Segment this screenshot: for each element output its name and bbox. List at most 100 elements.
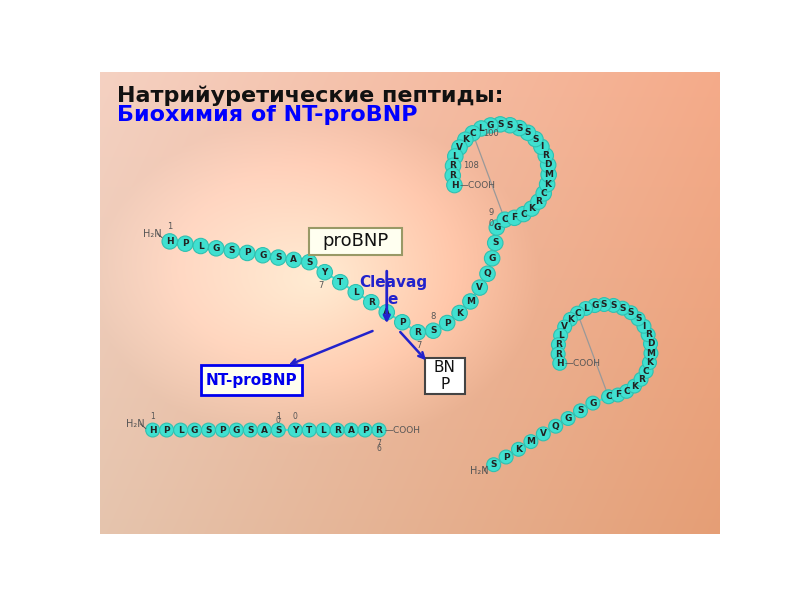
Text: 100: 100	[482, 129, 498, 138]
Circle shape	[549, 419, 562, 433]
Text: S: S	[490, 460, 497, 469]
Text: P: P	[444, 319, 450, 328]
Circle shape	[363, 295, 379, 310]
Text: Биохимия of NT-proBNP: Биохимия of NT-proBNP	[117, 105, 418, 125]
Text: R: R	[450, 161, 457, 170]
Text: M: M	[646, 349, 655, 358]
Circle shape	[627, 379, 642, 393]
Text: H: H	[149, 425, 157, 434]
Text: 7: 7	[377, 439, 382, 448]
Text: S: S	[492, 238, 498, 247]
Circle shape	[480, 266, 495, 281]
Circle shape	[620, 385, 634, 398]
Circle shape	[502, 118, 518, 133]
Circle shape	[255, 248, 270, 263]
Text: S: S	[619, 304, 626, 313]
Circle shape	[348, 284, 363, 300]
Text: V: V	[456, 143, 463, 152]
Circle shape	[602, 390, 615, 404]
Text: V: V	[540, 430, 547, 439]
Circle shape	[588, 299, 602, 313]
Circle shape	[637, 319, 651, 333]
Text: V: V	[561, 322, 568, 331]
Circle shape	[202, 423, 215, 437]
Circle shape	[641, 328, 655, 341]
Circle shape	[616, 301, 630, 315]
Circle shape	[258, 423, 271, 437]
Text: C: C	[623, 387, 630, 396]
Text: 0: 0	[293, 412, 298, 421]
Circle shape	[445, 168, 461, 183]
Text: Натрийуретические пептиды:: Натрийуретические пептиды:	[117, 86, 503, 106]
Text: R: R	[638, 375, 645, 384]
Circle shape	[586, 396, 600, 410]
Circle shape	[511, 442, 526, 456]
Circle shape	[302, 254, 317, 270]
Text: G: G	[259, 251, 266, 260]
Circle shape	[536, 427, 550, 441]
Circle shape	[316, 423, 330, 437]
Circle shape	[209, 241, 224, 256]
Text: L: L	[558, 331, 563, 340]
Text: R: R	[554, 350, 562, 359]
Circle shape	[493, 116, 508, 132]
Circle shape	[330, 423, 344, 437]
Circle shape	[611, 388, 625, 402]
Text: —COOH: —COOH	[385, 425, 421, 434]
Circle shape	[578, 302, 593, 316]
Circle shape	[485, 251, 500, 266]
Circle shape	[162, 233, 178, 249]
Text: G: G	[591, 301, 598, 310]
Text: L: L	[453, 152, 458, 161]
Text: 6: 6	[377, 444, 382, 453]
Circle shape	[193, 238, 209, 254]
Text: S: S	[206, 425, 212, 434]
Circle shape	[631, 312, 645, 326]
Text: BN
P: BN P	[434, 360, 456, 392]
Text: K: K	[528, 204, 535, 213]
Text: M: M	[526, 437, 535, 446]
Text: R: R	[645, 330, 651, 339]
Circle shape	[344, 423, 358, 437]
Circle shape	[458, 132, 473, 148]
Circle shape	[570, 306, 585, 320]
Circle shape	[639, 364, 653, 378]
Circle shape	[224, 243, 239, 259]
Text: S: S	[229, 246, 235, 255]
Text: K: K	[567, 315, 574, 324]
Text: 108: 108	[463, 161, 479, 170]
Text: —COOH: —COOH	[565, 359, 601, 368]
Text: R: R	[555, 340, 562, 349]
Circle shape	[446, 158, 461, 173]
Text: C: C	[540, 189, 547, 198]
Circle shape	[506, 210, 522, 226]
Circle shape	[489, 220, 505, 235]
Circle shape	[394, 314, 410, 330]
Circle shape	[215, 423, 230, 437]
Circle shape	[243, 423, 258, 437]
Circle shape	[551, 347, 565, 361]
Circle shape	[239, 245, 255, 260]
Text: L: L	[353, 288, 358, 297]
Text: R: R	[375, 425, 382, 434]
Text: R: R	[368, 298, 374, 307]
Circle shape	[372, 423, 386, 437]
Circle shape	[524, 201, 539, 217]
Circle shape	[539, 176, 555, 192]
Text: P: P	[163, 425, 170, 434]
Circle shape	[642, 356, 657, 370]
Text: S: S	[532, 134, 538, 143]
Text: S: S	[516, 124, 522, 133]
Circle shape	[146, 423, 160, 437]
Text: S: S	[578, 406, 584, 415]
Text: G: G	[213, 244, 220, 253]
Circle shape	[178, 236, 193, 251]
Text: Cleavag
e: Cleavag e	[359, 275, 427, 307]
Text: G: G	[590, 398, 597, 407]
Text: Y: Y	[322, 268, 328, 277]
Text: H₂N: H₂N	[470, 466, 489, 476]
Text: S: S	[430, 326, 437, 335]
Text: Q: Q	[552, 422, 559, 431]
Text: H: H	[450, 181, 458, 190]
Text: C: C	[574, 308, 581, 317]
